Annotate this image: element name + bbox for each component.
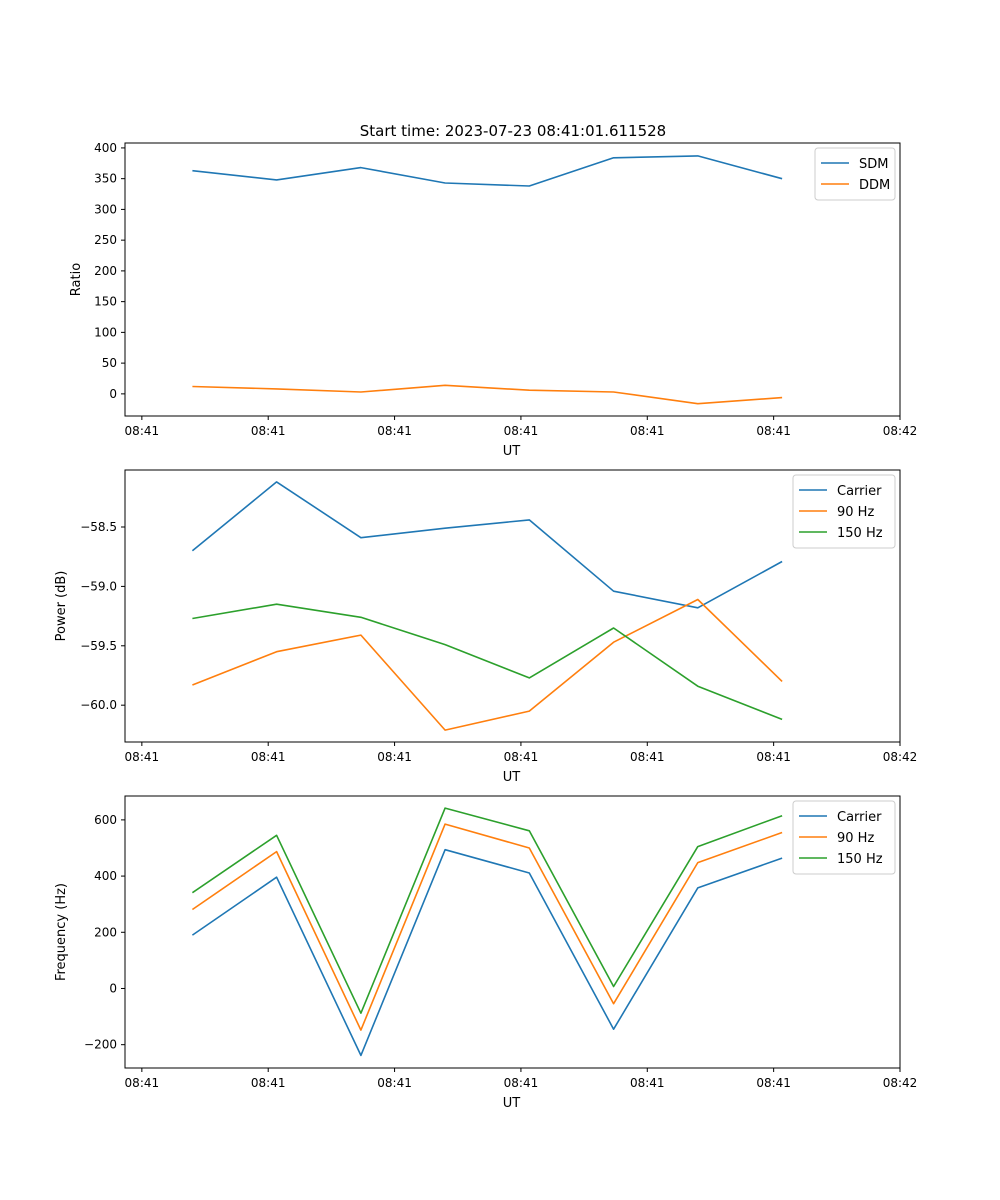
series-line-150-hz	[192, 603, 783, 721]
legend-label: Carrier	[837, 484, 882, 499]
y-tick-label: 200	[94, 925, 117, 939]
frequency-panel: 08:41 08:41 08:41 08:41 08:41 08:41 08:42 −200 0…	[54, 795, 918, 1111]
legend-box	[792, 474, 896, 549]
series-line-carrier	[191, 481, 783, 609]
y-tick-label: 200	[94, 264, 117, 278]
y-tick-label: 0	[109, 387, 117, 401]
x-tick-label: 08:41	[504, 750, 539, 764]
x-axis-label: UT	[503, 1096, 521, 1111]
legend-label: Carrier	[837, 810, 882, 825]
y-axis-label: Ratio	[69, 263, 84, 296]
axes-frame	[124, 469, 901, 743]
y-tick-label: 50	[102, 356, 117, 370]
x-tick-label: 08:41	[630, 1076, 665, 1090]
y-tick-label: −58.5	[80, 520, 117, 534]
series-line-sdm	[192, 155, 783, 187]
x-tick-label: 08:41	[504, 1076, 539, 1090]
series-line-90-hz	[192, 598, 783, 731]
x-tick-label: 08:42	[883, 424, 918, 438]
axes-frame	[124, 142, 901, 417]
y-tick-label: 600	[94, 813, 117, 827]
legend-label: DDM	[859, 178, 890, 193]
series-line-carrier	[191, 848, 783, 1057]
ratio-panel: 08:41 08:41 08:41 08:41 08:41 08:41 08:42 0 50 10…	[69, 141, 917, 459]
x-tick-label: 08:41	[377, 1076, 412, 1090]
y-tick-label: −60.0	[80, 698, 117, 712]
x-tick-label: 08:41	[251, 1076, 286, 1090]
x-axis-label: UT	[503, 770, 521, 785]
x-tick-label: 08:41	[630, 424, 665, 438]
y-tick-label: 400	[94, 141, 117, 155]
x-tick-label: 08:41	[125, 424, 160, 438]
x-tick-label: 08:42	[883, 750, 918, 764]
series-line-ddm	[192, 384, 783, 405]
power-panel: 08:41 08:41 08:41 08:41 08:41 08:41 08:42 −60.0…	[54, 469, 918, 785]
series-line-150-hz	[191, 807, 783, 1015]
y-tick-label: 400	[94, 869, 117, 883]
legend-label: SDM	[859, 157, 888, 172]
y-axis-label: Frequency (Hz)	[54, 883, 69, 981]
y-tick-label: −200	[84, 1038, 117, 1052]
x-tick-label: 08:41	[251, 424, 286, 438]
y-tick-label: 150	[94, 295, 117, 309]
x-tick-label: 08:41	[504, 424, 539, 438]
legend-label: 90 Hz	[837, 831, 874, 846]
y-axis-label: Power (dB)	[54, 571, 69, 642]
x-tick-label: 08:41	[756, 1076, 791, 1090]
figure-title: Start time: 2023-07-23 08:41:01.611528	[360, 122, 666, 140]
x-tick-label: 08:42	[883, 1076, 918, 1090]
y-tick-label: 100	[94, 325, 117, 339]
x-tick-label: 08:41	[756, 424, 791, 438]
x-tick-label: 08:41	[377, 424, 412, 438]
x-tick-label: 08:41	[377, 750, 412, 764]
x-tick-label: 08:41	[125, 1076, 160, 1090]
y-tick-label: −59.0	[80, 579, 117, 593]
legend-box	[792, 800, 896, 875]
legend-label: 150 Hz	[837, 526, 883, 541]
x-tick-label: 08:41	[630, 750, 665, 764]
x-tick-label: 08:41	[125, 750, 160, 764]
y-tick-label: 350	[94, 172, 117, 186]
y-tick-label: −59.5	[80, 639, 117, 653]
legend-label: 150 Hz	[837, 852, 883, 867]
legend-box	[814, 147, 896, 201]
y-tick-label: 250	[94, 233, 117, 247]
x-axis-label: UT	[503, 444, 521, 459]
legend-label: 90 Hz	[837, 505, 874, 520]
y-tick-label: 300	[94, 202, 117, 216]
x-tick-label: 08:41	[251, 750, 286, 764]
x-tick-label: 08:41	[756, 750, 791, 764]
series-line-90-hz	[191, 823, 783, 1031]
axes-frame	[124, 795, 901, 1069]
y-tick-label: 0	[109, 981, 117, 995]
